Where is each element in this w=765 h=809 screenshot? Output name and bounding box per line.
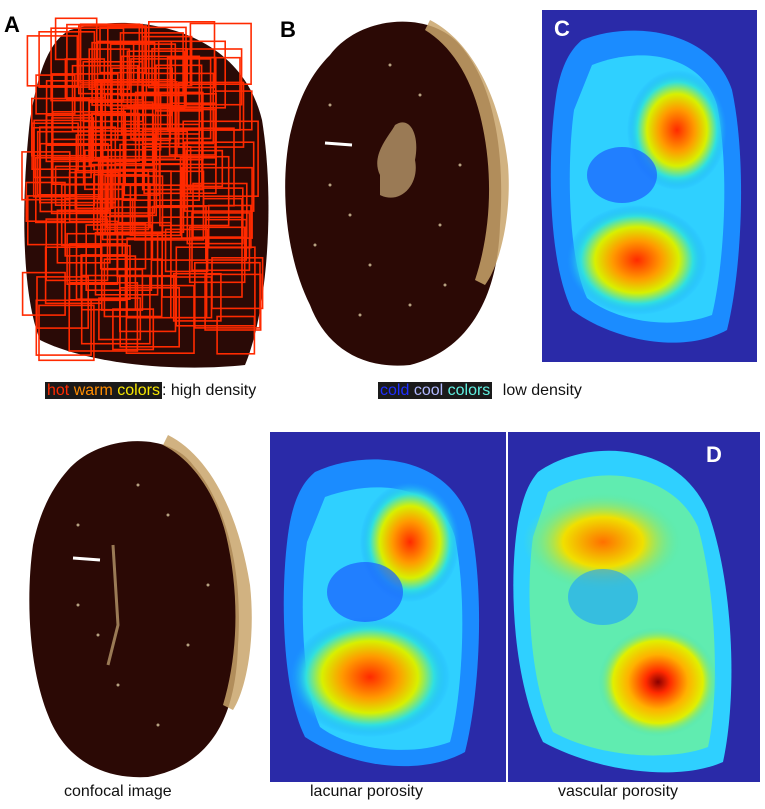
roi-square [39, 142, 109, 213]
panel-c: C [542, 10, 757, 362]
roi-square [207, 204, 252, 249]
roi-square [66, 232, 119, 285]
legend-colors-hot: colors [117, 382, 160, 399]
cold-legend: cold cool colors low density [378, 382, 582, 400]
roi-square [68, 281, 139, 352]
roi-square [35, 74, 76, 115]
roi-square [179, 157, 217, 195]
roi-square [104, 93, 162, 151]
roi-square [99, 81, 159, 141]
roi-square [151, 47, 189, 85]
roi-square [51, 117, 95, 161]
roi-square [85, 224, 153, 291]
vascular-panel: D [508, 432, 760, 782]
roi-square [188, 226, 246, 284]
panel-b-image [285, 20, 509, 366]
panel-c-heatmap [550, 30, 742, 343]
legend-hot-suffix: : high density [161, 382, 257, 399]
roi-square [26, 35, 79, 87]
roi-square [194, 261, 261, 329]
legend-colors-cool: colors [447, 382, 491, 399]
roi-square [189, 22, 252, 86]
caption-vascular: vascular porosity [558, 783, 679, 800]
roi-square [38, 304, 95, 362]
confocal-panel [18, 425, 268, 780]
roi-square [186, 187, 244, 245]
roi-square [182, 120, 259, 198]
cold-legend-swatch: cold cool colors [378, 382, 493, 399]
roi-square [216, 315, 256, 355]
roi-square [21, 151, 71, 201]
roi-square [164, 228, 209, 273]
legend-warm: warm [73, 382, 113, 399]
roi-square [129, 184, 182, 237]
roi-square [74, 169, 114, 210]
roi-square [56, 209, 111, 264]
roi-square [79, 84, 157, 161]
roi-square [60, 184, 124, 247]
roi-square [96, 40, 173, 117]
scale-bar [324, 141, 353, 147]
roi-square [161, 216, 243, 298]
roi-square [51, 73, 119, 141]
panel-b: B [270, 5, 515, 370]
legend-cold-suffix: low density [502, 382, 582, 399]
roi-square [31, 122, 79, 170]
legend-cool: cool [413, 382, 444, 399]
roi-square [104, 175, 164, 235]
roi-square [120, 55, 201, 135]
roi-square [157, 40, 226, 109]
hot-legend-swatch: hot warm colors [45, 382, 162, 399]
roi-square [64, 58, 106, 99]
roi-square [143, 146, 192, 195]
roi-square [32, 126, 104, 198]
vascular-heatmap [513, 450, 732, 773]
panel-a-image [21, 17, 269, 368]
roi-square [119, 274, 177, 333]
legend-hot: hot [47, 382, 70, 399]
panel-label-d: D [706, 442, 722, 467]
roi-square [184, 141, 255, 212]
roi-square [119, 32, 184, 97]
roi-square [211, 257, 264, 310]
confocal-image [29, 435, 252, 778]
panel-label-c: C [554, 16, 570, 41]
roi-square [114, 163, 185, 234]
roi-square [141, 35, 193, 87]
roi-square [45, 218, 109, 282]
panel-a: A [0, 10, 275, 372]
roi-square [180, 166, 253, 239]
caption-lacunar: lacunar porosity [310, 783, 423, 800]
roi-square [35, 299, 92, 356]
roi-square [68, 243, 127, 301]
roi-squares [21, 17, 264, 362]
caption-confocal: confocal image [64, 783, 172, 800]
roi-square [191, 212, 251, 272]
panel-label-b: B [280, 17, 296, 42]
lacunar-heatmap [283, 459, 480, 767]
roi-square [148, 21, 216, 89]
roi-square [126, 237, 208, 319]
roi-square [88, 48, 131, 90]
roi-square [50, 27, 125, 102]
roi-square [134, 91, 204, 161]
roi-square [155, 127, 235, 207]
roi-square [81, 255, 137, 311]
legend-cold: cold [380, 382, 410, 399]
panel-label-a: A [4, 12, 20, 37]
lacunar-panel [270, 432, 506, 782]
roi-square [185, 149, 224, 188]
roi-square [99, 26, 146, 74]
hot-legend: hot warm colors: high density [45, 382, 256, 400]
roi-square [21, 271, 66, 316]
roi-square [78, 25, 148, 95]
